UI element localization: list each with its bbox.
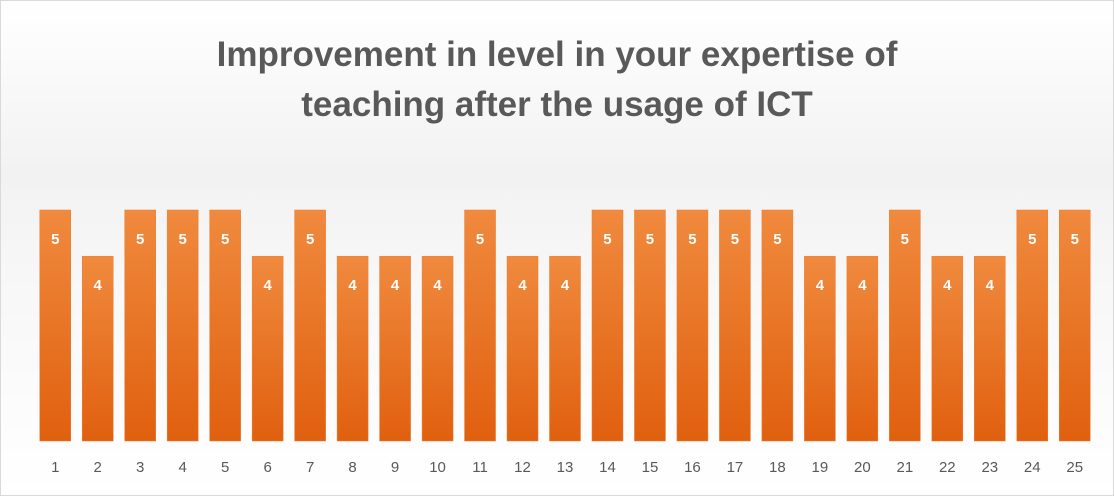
data-label: 4 bbox=[986, 277, 995, 294]
data-label: 4 bbox=[263, 277, 272, 294]
data-label: 5 bbox=[1028, 231, 1036, 248]
x-tick-label: 1 bbox=[51, 459, 59, 476]
x-tick-label: 21 bbox=[896, 459, 913, 476]
bar bbox=[974, 255, 1006, 442]
data-label: 5 bbox=[306, 231, 314, 248]
bar bbox=[251, 255, 284, 442]
x-tick-label: 17 bbox=[727, 459, 744, 476]
data-label: 5 bbox=[51, 231, 59, 248]
data-label: 5 bbox=[646, 231, 654, 248]
bar bbox=[1059, 209, 1091, 442]
bar bbox=[421, 255, 454, 442]
bar bbox=[846, 255, 879, 442]
x-tick-label: 3 bbox=[136, 459, 144, 476]
x-tick-label: 18 bbox=[769, 459, 786, 476]
x-tick-label: 8 bbox=[348, 459, 356, 476]
bar bbox=[336, 255, 369, 442]
data-label: 5 bbox=[688, 231, 696, 248]
x-tick-label: 24 bbox=[1024, 459, 1041, 476]
bar bbox=[761, 209, 794, 442]
data-label: 5 bbox=[1071, 231, 1079, 248]
x-tick-label: 23 bbox=[981, 459, 998, 476]
x-tick-label: 11 bbox=[472, 459, 488, 476]
bar bbox=[676, 209, 709, 442]
x-tick-label: 5 bbox=[221, 459, 229, 476]
bar bbox=[124, 209, 156, 442]
data-label: 5 bbox=[179, 231, 187, 248]
bar bbox=[634, 209, 666, 442]
bar bbox=[549, 255, 581, 442]
data-label: 5 bbox=[731, 231, 739, 248]
data-label: 4 bbox=[816, 277, 825, 294]
data-label: 4 bbox=[561, 277, 570, 294]
x-tick-label: 19 bbox=[812, 459, 829, 476]
bar bbox=[506, 255, 539, 442]
x-tick-label: 25 bbox=[1066, 459, 1083, 476]
x-tick-label: 12 bbox=[514, 459, 531, 476]
x-tick-label: 2 bbox=[94, 459, 102, 476]
data-label: 4 bbox=[391, 277, 400, 294]
x-tick-label: 10 bbox=[429, 459, 446, 476]
bar bbox=[719, 209, 751, 442]
data-label: 4 bbox=[94, 277, 103, 294]
x-tick-label: 4 bbox=[179, 459, 187, 476]
bar bbox=[39, 209, 71, 442]
data-label: 4 bbox=[858, 277, 867, 294]
bar bbox=[379, 255, 411, 442]
bar bbox=[209, 209, 241, 442]
bar bbox=[931, 255, 964, 442]
x-tick-label: 13 bbox=[557, 459, 574, 476]
x-tick-label: 15 bbox=[642, 459, 659, 476]
x-tick-label: 14 bbox=[599, 459, 616, 476]
data-label: 4 bbox=[943, 277, 952, 294]
bar bbox=[81, 255, 114, 442]
data-label: 4 bbox=[348, 277, 357, 294]
data-label: 4 bbox=[518, 277, 527, 294]
data-label: 5 bbox=[136, 231, 144, 248]
x-tick-label: 20 bbox=[854, 459, 871, 476]
bar bbox=[1016, 209, 1049, 442]
x-tick-label: 22 bbox=[939, 459, 956, 476]
x-tick-label: 6 bbox=[263, 459, 271, 476]
bar bbox=[591, 209, 624, 442]
bar bbox=[464, 209, 496, 442]
data-label: 5 bbox=[221, 231, 229, 248]
data-label: 5 bbox=[773, 231, 781, 248]
x-tick-label: 16 bbox=[684, 459, 701, 476]
x-tick-label: 9 bbox=[391, 459, 399, 476]
data-label: 5 bbox=[476, 231, 484, 248]
chart-title: Improvement in level in your expertise o… bbox=[216, 35, 898, 124]
bar bbox=[294, 209, 326, 442]
data-label: 5 bbox=[901, 231, 909, 248]
x-tick-label: 7 bbox=[306, 459, 314, 476]
data-label: 5 bbox=[603, 231, 611, 248]
bar bbox=[804, 255, 836, 442]
data-label: 4 bbox=[433, 277, 442, 294]
bar bbox=[889, 209, 921, 442]
bar bbox=[166, 209, 199, 442]
